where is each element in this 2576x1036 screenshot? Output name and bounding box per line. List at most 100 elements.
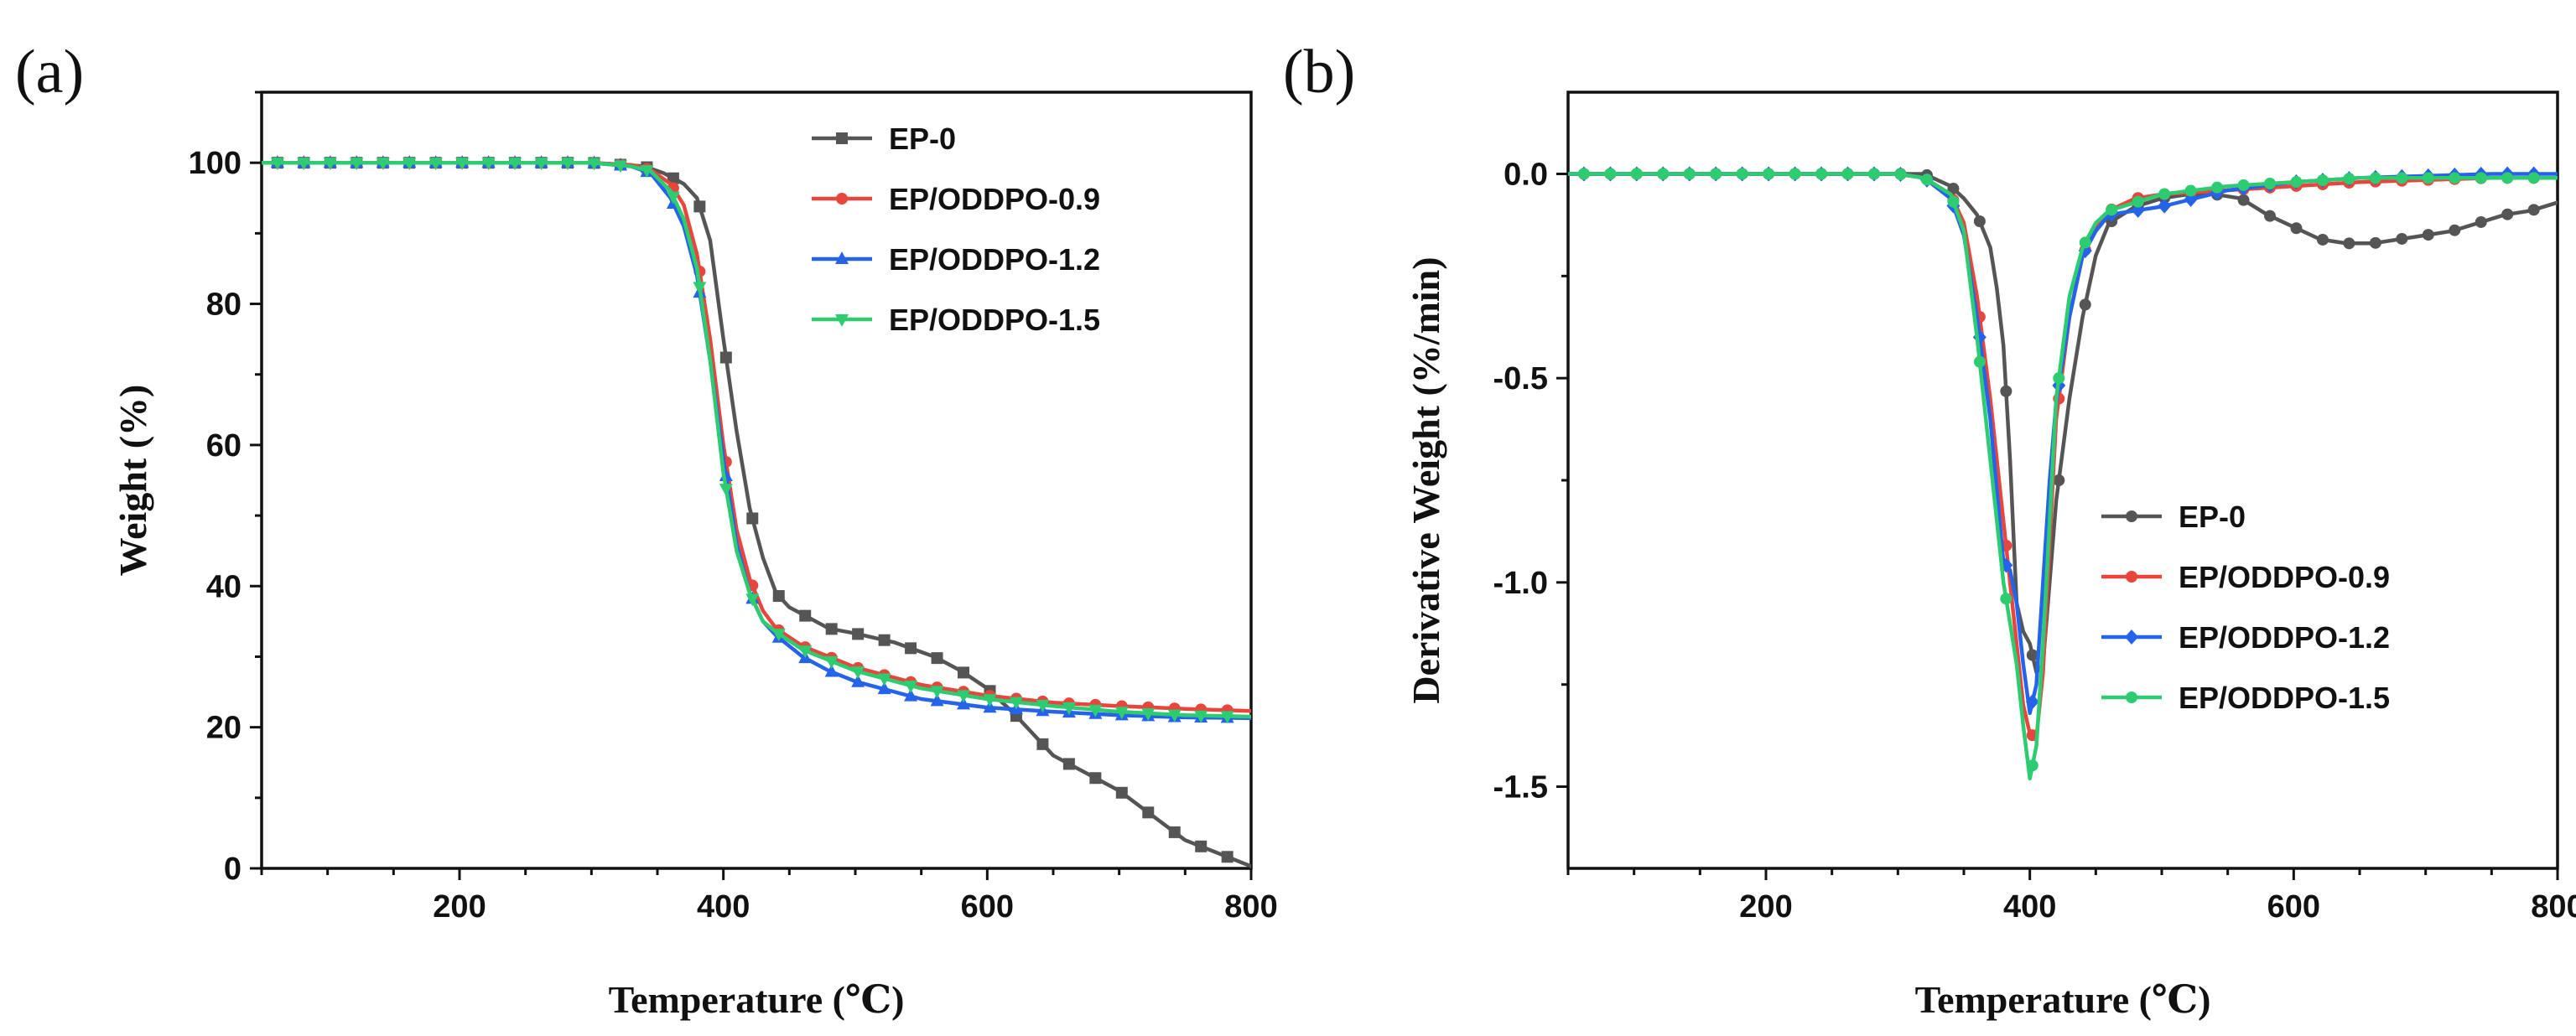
data-point-ep-0 xyxy=(2527,204,2540,216)
panel-label-a: (a) xyxy=(15,38,84,106)
data-point-ep-oddpo-1-5 xyxy=(2132,195,2144,208)
data-point-ep-oddpo-1-5 xyxy=(561,158,575,171)
data-point-ep-0 xyxy=(878,634,891,646)
data-point-ep-oddpo-1-5 xyxy=(2184,184,2197,197)
data-point-ep-0 xyxy=(1221,851,1233,863)
data-point-ep-0 xyxy=(2422,229,2434,241)
legend-label: EP/ODDPO-0.9 xyxy=(889,182,1100,216)
data-point-ep-oddpo-1-5 xyxy=(455,158,470,171)
data-point-ep-oddpo-1-5 xyxy=(1815,168,1828,180)
legend-item-ep-oddpo-1-5: EP/ODDPO-1.5 xyxy=(2101,681,2390,715)
data-point-ep-oddpo-1-5 xyxy=(745,593,760,607)
data-point-ep-0 xyxy=(2343,237,2355,250)
data-point-ep-0 xyxy=(1947,183,1960,195)
data-point-ep-oddpo-1-5 xyxy=(1789,168,1801,180)
data-point-ep-oddpo-1-5 xyxy=(1194,710,1208,723)
data-point-ep-0 xyxy=(2396,232,2408,245)
data-point-ep-oddpo-1-5 xyxy=(1604,168,1617,180)
data-point-ep-oddpo-1-5 xyxy=(1920,174,1933,186)
y-tick-label-a: 40 xyxy=(206,569,242,604)
data-point-ep-oddpo-1-5 xyxy=(957,690,971,703)
data-point-ep-oddpo-1-5 xyxy=(666,191,680,205)
data-point-ep-oddpo-1-5 xyxy=(930,686,944,699)
x-tick-label-a: 600 xyxy=(961,889,1014,925)
data-point-ep-oddpo-1-2 xyxy=(2158,198,2172,214)
data-point-ep-oddpo-1-5 xyxy=(851,666,865,680)
data-point-ep-oddpo-1-5 xyxy=(2000,593,2012,605)
legend-label: EP/ODDPO-1.2 xyxy=(889,242,1100,277)
legend-label: EP/ODDPO-1.2 xyxy=(2179,620,2390,655)
data-point-ep-oddpo-1-5 xyxy=(640,165,654,179)
panel-a-weight-chart: (a) 200 400 600 800 0 20 40 60 80 100 Temperature… xyxy=(15,38,1278,1021)
data-point-ep-oddpo-1-5 xyxy=(1683,168,1696,180)
data-point-ep-0 xyxy=(1142,806,1155,819)
data-point-ep-0 xyxy=(1062,758,1075,770)
data-point-ep-0 xyxy=(958,666,970,679)
data-point-ep-oddpo-1-5 xyxy=(297,158,311,171)
y-tick-label-b: 0.0 xyxy=(1504,157,1548,192)
data-point-ep-oddpo-1-5 xyxy=(323,158,337,171)
data-point-ep-oddpo-1-5 xyxy=(2079,236,2091,249)
legend-label: EP/ODDPO-0.9 xyxy=(2179,560,2390,594)
data-point-ep-oddpo-1-5 xyxy=(1973,355,1986,368)
data-point-ep-oddpo-1-5 xyxy=(1894,168,1907,180)
data-point-ep-oddpo-1-5 xyxy=(270,158,284,171)
data-point-ep-oddpo-1-2 xyxy=(2025,694,2039,710)
data-point-ep-oddpo-1-5 xyxy=(1577,168,1590,180)
data-point-ep-oddpo-1-5 xyxy=(2369,172,2381,184)
data-point-ep-oddpo-1-5 xyxy=(1167,709,1182,723)
data-point-ep-oddpo-1-5 xyxy=(2106,204,2118,216)
data-point-ep-0 xyxy=(2053,474,2065,486)
data-point-ep-oddpo-1-5 xyxy=(587,158,601,171)
data-point-ep-0 xyxy=(2449,224,2461,236)
legend-b: EP-0 EP/ODDPO-0.9 EP/ODDPO-1.2 EP/ODDPO-1.5 xyxy=(2101,500,2390,715)
data-point-ep-oddpo-1-5 xyxy=(1763,168,1775,180)
data-point-ep-oddpo-1-5 xyxy=(350,158,364,171)
legend-marker xyxy=(835,251,849,264)
data-point-ep-oddpo-1-5 xyxy=(1710,168,1722,180)
series-line-ep-0 xyxy=(1568,172,2558,675)
x-tick-label-a: 800 xyxy=(1224,889,1277,925)
legend-label: EP/ODDPO-1.5 xyxy=(889,303,1100,337)
data-point-ep-0 xyxy=(2264,210,2277,222)
data-point-ep-oddpo-1-5 xyxy=(983,694,997,707)
y-tick-label-b: -0.5 xyxy=(1493,361,1548,396)
y-tick-label-a: 100 xyxy=(189,146,242,181)
legend-label: EP-0 xyxy=(2179,500,2246,534)
legend-item-ep-0: EP-0 xyxy=(812,122,956,156)
data-point-ep-oddpo-1-5 xyxy=(376,158,390,171)
data-point-ep-oddpo-1-5 xyxy=(613,160,627,174)
series-ep-oddpo-1-5-b xyxy=(1568,168,2558,781)
y-tick-label-a: 80 xyxy=(206,287,242,323)
data-point-ep-oddpo-1-2 xyxy=(930,693,944,707)
data-point-ep-0 xyxy=(2475,215,2487,228)
data-point-ep-oddpo-1-5 xyxy=(2053,372,2065,385)
legend-item-ep-oddpo-1-5: EP/ODDPO-1.5 xyxy=(812,303,1100,337)
data-point-ep-0 xyxy=(2369,236,2381,249)
y-tick-label-a: 20 xyxy=(206,711,242,746)
data-point-ep-oddpo-1-5 xyxy=(2264,177,2277,189)
series-group-b xyxy=(1568,166,2558,781)
data-point-ep-0 xyxy=(931,652,943,665)
data-point-ep-oddpo-1-5 xyxy=(2290,176,2303,189)
data-point-ep-oddpo-1-5 xyxy=(534,158,548,171)
data-point-ep-oddpo-1-5 xyxy=(2422,172,2434,184)
data-point-ep-oddpo-1-5 xyxy=(2237,179,2250,191)
data-point-ep-oddpo-1-5 xyxy=(719,484,733,497)
data-point-ep-oddpo-1-2 xyxy=(851,674,865,687)
data-point-ep-oddpo-1-5 xyxy=(824,655,839,669)
data-point-ep-oddpo-1-5 xyxy=(1736,168,1748,180)
y-axis-title-a: Weight (%) xyxy=(112,385,154,577)
data-point-ep-oddpo-1-5 xyxy=(1009,697,1023,710)
data-point-ep-oddpo-1-5 xyxy=(2527,172,2540,184)
data-point-ep-oddpo-1-5 xyxy=(1657,168,1670,180)
legend-item-ep-oddpo-1-2: EP/ODDPO-1.2 xyxy=(2101,620,2390,655)
data-point-ep-0 xyxy=(1036,738,1049,750)
data-point-ep-0 xyxy=(2237,194,2250,206)
data-point-ep-0 xyxy=(1089,772,1102,785)
data-point-ep-oddpo-1-5 xyxy=(693,282,707,295)
data-point-ep-0 xyxy=(1115,786,1128,799)
x-tick-label-a: 400 xyxy=(697,889,750,925)
data-point-ep-oddpo-1-5 xyxy=(2501,172,2514,184)
panel-b-derivative-chart: (b) 200 400 600 800 0.0 -0.5 -1.0 -1.5 Temperat… xyxy=(1283,38,2576,1021)
